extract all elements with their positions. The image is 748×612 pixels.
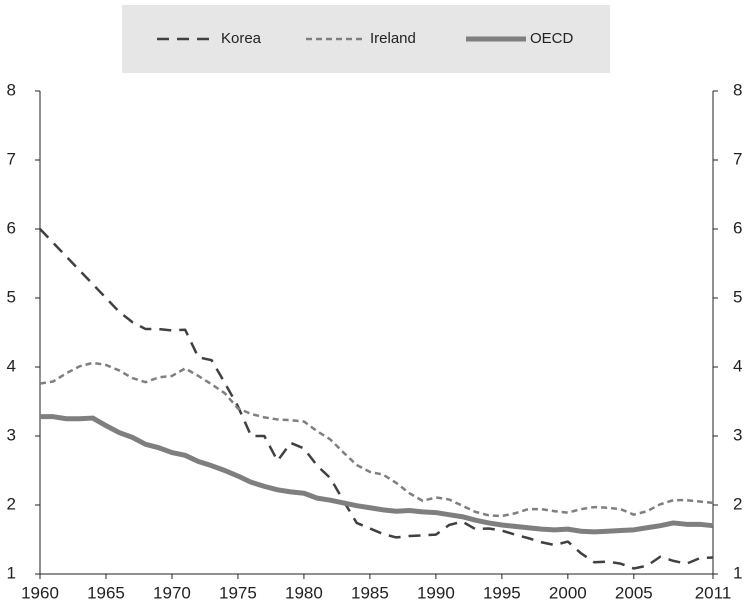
- legend: Korea Ireland OECD: [157, 30, 574, 47]
- y-tick-label: 6: [7, 218, 16, 237]
- y2-tick-label: 6: [733, 218, 742, 237]
- y-tick-label: 5: [7, 287, 16, 306]
- x-tick-label: 1975: [219, 583, 257, 602]
- x-tick-label: 1995: [483, 583, 521, 602]
- y-tick-label: 4: [7, 356, 16, 375]
- y-tick-label: 7: [7, 149, 16, 168]
- legend-label: Korea: [221, 30, 262, 47]
- y2-tick-label: 5: [733, 287, 742, 306]
- x-tick-label: 2005: [615, 583, 653, 602]
- x-tick-label: 2000: [549, 583, 587, 602]
- y2-tick-label: 4: [733, 356, 742, 375]
- x-tick-label: 1980: [285, 583, 323, 602]
- legend-label: Ireland: [370, 30, 416, 47]
- y-tick-label: 3: [7, 425, 16, 444]
- y-tick-label: 2: [7, 494, 16, 513]
- series-line: [39, 361, 714, 518]
- legend-label: OECD: [530, 30, 574, 47]
- y2-tick-label: 7: [733, 149, 742, 168]
- series-line: [39, 228, 714, 570]
- series-line: [40, 414, 714, 535]
- x-tick-label: 2011: [695, 583, 732, 602]
- y2-tick-label: 2: [733, 494, 742, 513]
- y2-tick-label: 8: [733, 80, 742, 99]
- y2-tick-label: 1: [733, 563, 742, 582]
- x-tick-label: 1990: [417, 583, 455, 602]
- x-tick-label: 1965: [87, 583, 125, 602]
- y-tick-label: 8: [7, 80, 16, 99]
- x-tick-label: 1985: [351, 583, 389, 602]
- y2-tick-label: 3: [733, 425, 742, 444]
- y-tick-label: 1: [7, 563, 16, 582]
- x-tick-label: 1970: [153, 583, 191, 602]
- x-tick-label: 1960: [21, 583, 59, 602]
